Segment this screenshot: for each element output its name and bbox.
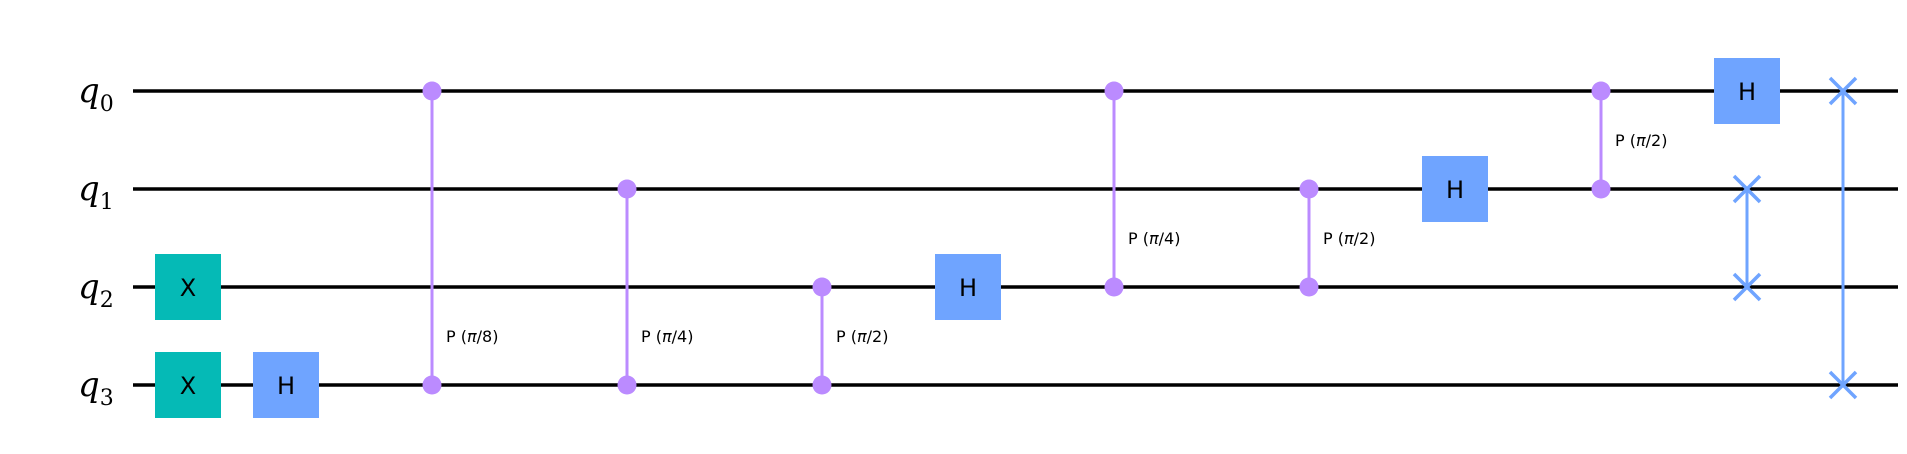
phase-label-pi: π — [1344, 229, 1354, 248]
gate-box — [155, 254, 221, 320]
phase-label-part: P ( — [1323, 229, 1344, 248]
phase-label-pi: π — [857, 327, 867, 346]
control-dot — [812, 375, 832, 395]
phase-label-part: /2) — [1354, 229, 1376, 248]
swap-cross-icon — [1828, 370, 1858, 400]
control-dot — [1104, 81, 1124, 101]
phase-label-part: P ( — [446, 327, 467, 346]
phase-label: P (π/4) — [1128, 229, 1180, 248]
control-dot — [1591, 179, 1611, 199]
qubit-label-symbol: q — [78, 365, 100, 405]
phase-label: P (π/8) — [446, 327, 498, 346]
qubit-label-index: 1 — [100, 190, 114, 215]
control-dot — [1299, 179, 1319, 199]
controlled-phase-gate: P (π/8) — [422, 81, 498, 395]
swap-gate — [1732, 174, 1762, 302]
control-dot — [1591, 81, 1611, 101]
gate-label: H — [277, 372, 295, 400]
gate-box — [155, 352, 221, 418]
qubit-label-symbol: q — [78, 169, 100, 209]
controlled-phase-gate: P (π/2) — [1591, 81, 1667, 199]
phase-label: P (π/2) — [1615, 131, 1667, 150]
phase-label-part: P ( — [1615, 131, 1636, 150]
control-dot — [1104, 277, 1124, 297]
swap-cross-icon — [1828, 76, 1858, 106]
phase-label-part: P ( — [641, 327, 662, 346]
control-dot — [422, 375, 442, 395]
gates: XX HP (π/8) P (π/4) P (π/2)HP (π/4) P (π/2)H… — [155, 58, 1858, 418]
phase-label: P (π/4) — [641, 327, 693, 346]
swap-gate — [1828, 76, 1858, 400]
phase-label: P (π/2) — [1323, 229, 1375, 248]
h-gate: H — [935, 254, 1001, 320]
qubit-label-symbol: q — [78, 71, 100, 111]
qubit-label-index: 0 — [100, 92, 114, 117]
phase-label-part: /8) — [477, 327, 499, 346]
gate-box — [1422, 156, 1488, 222]
qubit-label-3: q3 — [78, 365, 114, 411]
gate-label: H — [1738, 78, 1756, 106]
controlled-phase-gate: P (π/4) — [1104, 81, 1180, 297]
phase-label-pi: π — [467, 327, 477, 346]
gate-box — [1714, 58, 1780, 124]
swap-cross-icon — [1732, 174, 1762, 204]
swap-cross-icon — [1732, 272, 1762, 302]
h-gate: H — [1714, 58, 1780, 124]
qubit-label-index: 2 — [100, 288, 114, 313]
phase-label-part: P ( — [1128, 229, 1149, 248]
qubit-label-2: q2 — [78, 267, 114, 313]
qubit-label-symbol: q — [78, 267, 100, 307]
controlled-phase-gate: P (π/4) — [617, 179, 693, 395]
gate-label: H — [1446, 176, 1464, 204]
controlled-phase-gate: P (π/2) — [812, 277, 888, 395]
controlled-phase-gate: P (π/2) — [1299, 179, 1375, 297]
control-dot — [812, 277, 832, 297]
phase-label-part: /4) — [672, 327, 694, 346]
phase-label-part: /2) — [867, 327, 889, 346]
h-gate: H — [1422, 156, 1488, 222]
qubit-label-0: q0 — [78, 71, 114, 117]
h-gate: H — [253, 352, 319, 418]
phase-label-part: /2) — [1646, 131, 1668, 150]
phase-label: P (π/2) — [836, 327, 888, 346]
control-dot — [1299, 277, 1319, 297]
x-gate: X — [155, 352, 221, 418]
phase-label-pi: π — [662, 327, 672, 346]
phase-label-part: P ( — [836, 327, 857, 346]
phase-label-pi: π — [1149, 229, 1159, 248]
gate-label: H — [959, 274, 977, 302]
control-dot — [617, 375, 637, 395]
phase-label-pi: π — [1636, 131, 1646, 150]
gate-label: X — [180, 372, 196, 400]
control-dot — [617, 179, 637, 199]
gate-box — [935, 254, 1001, 320]
control-dot — [422, 81, 442, 101]
gate-box — [253, 352, 319, 418]
x-gate: X — [155, 254, 221, 320]
phase-label-part: /4) — [1159, 229, 1181, 248]
qubit-label-index: 3 — [100, 386, 114, 411]
gate-label: X — [180, 274, 196, 302]
qubit-label-1: q1 — [78, 169, 114, 215]
